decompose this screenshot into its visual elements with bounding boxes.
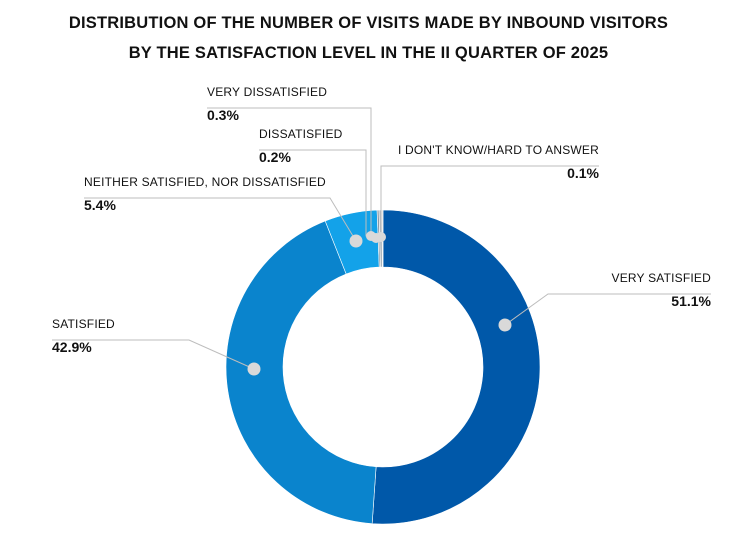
donut-slices [225, 209, 541, 525]
slice-value-very-satisfied: 51.1% [671, 293, 711, 309]
leader-line-i-don-t-know-hard-to-answer [380, 165, 599, 236]
slice-label-satisfied: SATISFIED [52, 317, 115, 331]
slice-label-very-satisfied: VERY SATISFIED [612, 271, 712, 285]
marker-dot-i-don-t-know-hard-to-answer [376, 232, 386, 242]
leader-lines [52, 107, 711, 376]
marker-dot-satisfied [247, 362, 261, 376]
chart-title-line-2: BY THE SATISFACTION LEVEL IN THE II QUAR… [128, 44, 609, 62]
slice-label-neither-satisfied-nor-dissatisfied: NEITHER SATISFIED, NOR DISSATISFIED [84, 175, 326, 189]
chart-title-line-1: DISTRIBUTION OF THE NUMBER OF VISITS MAD… [68, 14, 669, 32]
slice-value-neither-satisfied-nor-dissatisfied: 5.4% [84, 197, 116, 213]
slice-value-very-dissatisfied: 0.3% [207, 107, 239, 123]
slice-satisfied [225, 220, 377, 524]
leader-line-very-satisfied [504, 293, 711, 326]
slice-value-satisfied: 42.9% [52, 339, 92, 355]
marker-dot-very-satisfied [498, 318, 512, 332]
slice-label-very-dissatisfied: VERY DISSATISFIED [207, 85, 327, 99]
marker-dot-very-dissatisfied [366, 231, 376, 241]
slice-label-i-don-t-know-hard-to-answer: I DON'T KNOW/HARD TO ANSWER [398, 143, 599, 157]
leader-line-very-dissatisfied [207, 107, 372, 236]
chart-title: DISTRIBUTION OF THE NUMBER OF VISITS MAD… [0, 8, 737, 68]
slice-label-dissatisfied: DISSATISFIED [259, 127, 343, 141]
leader-line-neither-satisfied-nor-dissatisfied [84, 197, 357, 242]
slice-very-satisfied [371, 209, 541, 525]
leader-line-satisfied [52, 339, 255, 370]
slice-labels: VERY SATISFIED 51.1% SATISFIED 42.9% NEITHER… [52, 85, 712, 355]
slice-value-dissatisfied: 0.2% [259, 149, 291, 165]
marker-dot-neither-satisfied-nor-dissatisfied [349, 234, 363, 248]
slice-value-i-don-t-know-hard-to-answer: 0.1% [567, 165, 599, 181]
